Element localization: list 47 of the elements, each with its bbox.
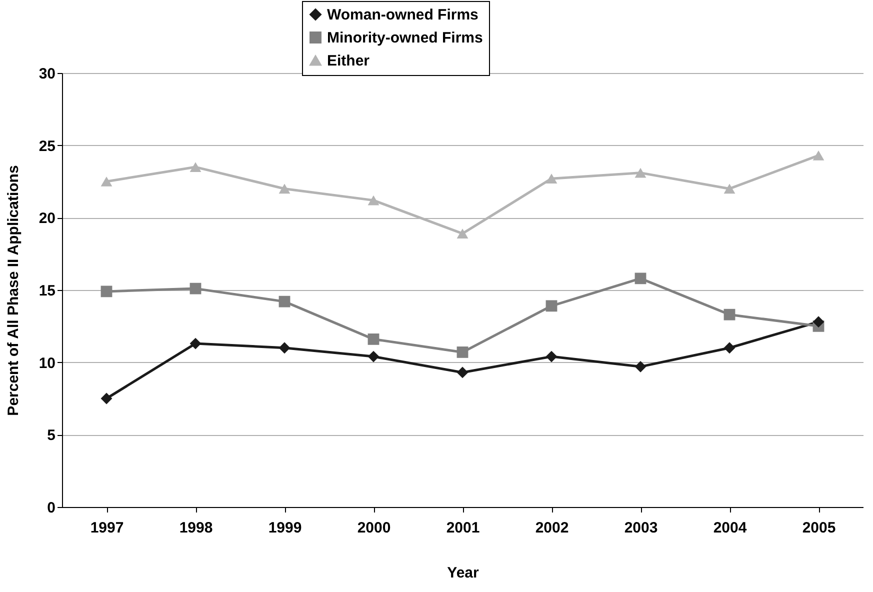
point (190, 162, 202, 172)
point (190, 282, 202, 294)
point (100, 176, 112, 186)
point (190, 338, 202, 350)
y-tick-label: 0 (47, 500, 56, 516)
x-tick-label: 1998 (179, 520, 213, 536)
y-tick-label: 30 (38, 66, 56, 82)
x-axis-title: Year (447, 564, 480, 582)
point (724, 342, 736, 354)
legend-label: Minority-owned Firms (327, 30, 483, 46)
x-tick-label: 2001 (446, 520, 480, 536)
point (634, 168, 646, 178)
y-tick-label: 5 (47, 427, 56, 444)
x-tick-label: 2002 (535, 520, 569, 536)
point (546, 300, 558, 312)
point (724, 308, 736, 320)
point (278, 342, 290, 354)
y-axis-title: Percent of All Phase II Applications (4, 165, 22, 416)
x-tick-label: 2004 (713, 520, 748, 536)
x-tick-label: 2000 (357, 520, 391, 536)
x-tick-label: 2005 (802, 520, 836, 536)
y-tick-label: 10 (38, 354, 56, 372)
point (100, 286, 112, 298)
point (456, 346, 468, 358)
point (278, 184, 290, 194)
y-tick-label: 15 (38, 282, 56, 300)
y-tick-label: 25 (38, 138, 56, 155)
point (100, 392, 112, 404)
x-tick-label: 1999 (268, 520, 302, 536)
legend-label: Either (327, 52, 370, 70)
point (634, 272, 646, 284)
point (546, 350, 558, 362)
legend-label: Woman-owned Firms (327, 6, 478, 24)
point (812, 316, 824, 328)
point (724, 184, 736, 194)
point (368, 350, 380, 362)
point (368, 195, 380, 206)
x-tick-label: 2003 (624, 520, 658, 536)
point (456, 366, 468, 378)
point (812, 150, 824, 160)
x-tick-label: 1997 (90, 520, 124, 536)
point (278, 296, 290, 308)
y-tick-label: 20 (38, 210, 56, 228)
point (368, 333, 380, 345)
point (546, 174, 558, 184)
point (634, 360, 646, 372)
point (456, 228, 468, 239)
